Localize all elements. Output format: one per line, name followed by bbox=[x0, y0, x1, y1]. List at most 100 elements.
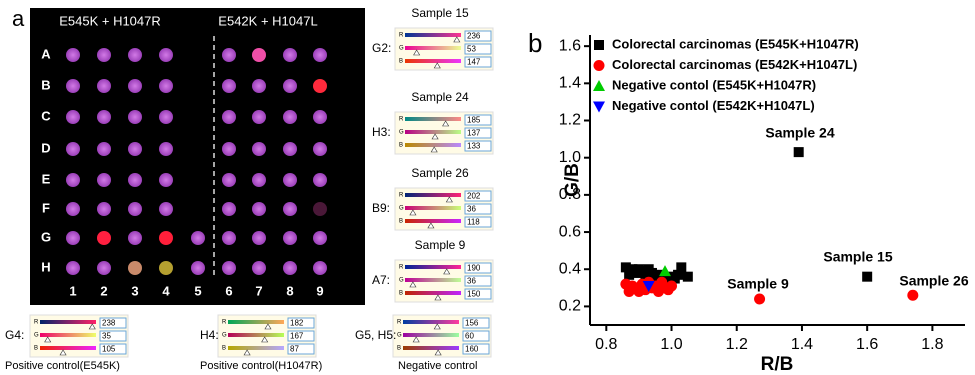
panel-label: a bbox=[12, 6, 25, 31]
well bbox=[128, 142, 142, 156]
well-label: G5, H5: bbox=[355, 328, 396, 342]
well bbox=[66, 79, 80, 93]
well bbox=[159, 231, 173, 245]
well bbox=[283, 79, 297, 93]
annotation: Sample 15 bbox=[823, 249, 892, 265]
well bbox=[191, 261, 205, 275]
well bbox=[66, 261, 80, 275]
well bbox=[66, 202, 80, 216]
well bbox=[313, 202, 327, 216]
group-label: E545K + H1047R bbox=[59, 13, 161, 28]
channel-bar bbox=[405, 59, 461, 63]
column-label: 4 bbox=[162, 283, 170, 298]
well bbox=[252, 173, 266, 187]
point bbox=[683, 272, 693, 282]
legend-marker bbox=[594, 60, 605, 71]
column-label: 6 bbox=[225, 283, 232, 298]
well-label: G2: bbox=[372, 41, 391, 55]
channel-label: B bbox=[222, 346, 226, 352]
channel-value: 53 bbox=[467, 45, 476, 54]
readout-title: Sample 9 bbox=[415, 238, 466, 252]
channel-bar bbox=[405, 193, 461, 197]
channel-value: 150 bbox=[467, 290, 481, 299]
channel-label: R bbox=[397, 320, 402, 326]
column-label: 3 bbox=[131, 283, 138, 298]
well bbox=[252, 79, 266, 93]
column-label: 5 bbox=[194, 283, 201, 298]
x-tick-label: 1.2 bbox=[726, 336, 748, 353]
well bbox=[313, 48, 327, 62]
channel-value: 160 bbox=[465, 345, 479, 354]
well bbox=[313, 142, 327, 156]
well bbox=[252, 202, 266, 216]
well bbox=[159, 142, 173, 156]
well bbox=[97, 48, 111, 62]
channel-bar bbox=[40, 333, 96, 337]
well bbox=[313, 110, 327, 124]
channel-label: R bbox=[34, 320, 39, 326]
channel-value: 36 bbox=[467, 205, 476, 214]
well bbox=[222, 202, 236, 216]
readout-title: Sample 26 bbox=[411, 166, 469, 180]
well bbox=[97, 142, 111, 156]
channel-bar bbox=[403, 346, 459, 350]
annotation: Sample 24 bbox=[765, 125, 834, 141]
channel-value: 147 bbox=[467, 58, 481, 67]
well bbox=[222, 79, 236, 93]
x-tick-label: 1.8 bbox=[921, 336, 943, 353]
channel-label: B bbox=[399, 59, 403, 65]
channel-label: R bbox=[399, 33, 404, 39]
y-tick-label: 0.2 bbox=[559, 298, 581, 315]
channel-value: 35 bbox=[102, 332, 111, 341]
well bbox=[313, 261, 327, 275]
well bbox=[97, 173, 111, 187]
legend-label: Negative contol (E545K+H1047R) bbox=[612, 77, 816, 92]
well bbox=[313, 231, 327, 245]
column-label: 1 bbox=[69, 283, 76, 298]
channel-value: 133 bbox=[467, 142, 481, 151]
channel-bar bbox=[405, 278, 461, 282]
row-label: D bbox=[41, 140, 50, 155]
channel-value: 185 bbox=[467, 116, 481, 125]
channel-value: 87 bbox=[290, 345, 299, 354]
well bbox=[252, 48, 266, 62]
well bbox=[222, 110, 236, 124]
channel-label: G bbox=[399, 278, 404, 284]
well bbox=[159, 173, 173, 187]
well bbox=[66, 142, 80, 156]
point bbox=[624, 270, 634, 280]
y-tick-label: 1.0 bbox=[559, 149, 581, 166]
channel-bar bbox=[228, 333, 284, 337]
row-label: E bbox=[42, 171, 51, 186]
legend-label: Colorectal carcinomas (E545K+H1047R) bbox=[612, 36, 859, 51]
legend-label: Negative contol (E542K+H1047L) bbox=[612, 98, 815, 113]
channel-value: 182 bbox=[290, 319, 304, 328]
well-label: B9: bbox=[372, 201, 390, 215]
well bbox=[283, 173, 297, 187]
column-label: 9 bbox=[316, 283, 323, 298]
channel-bar bbox=[228, 346, 284, 350]
channel-label: B bbox=[399, 291, 403, 297]
y-tick-label: 0.6 bbox=[559, 223, 581, 240]
readout-caption: Positive control(E545K) bbox=[5, 360, 120, 372]
channel-label: B bbox=[397, 346, 401, 352]
channel-bar bbox=[405, 130, 461, 134]
well bbox=[97, 202, 111, 216]
well bbox=[128, 110, 142, 124]
x-tick-label: 0.8 bbox=[595, 336, 617, 353]
column-label: 7 bbox=[255, 283, 262, 298]
channel-bar bbox=[405, 219, 461, 223]
well-label: A7: bbox=[372, 273, 390, 287]
well bbox=[97, 79, 111, 93]
well bbox=[222, 142, 236, 156]
well bbox=[159, 79, 173, 93]
row-label: C bbox=[41, 108, 51, 123]
figure: a b E545K + H1047R E542K + H1047L G/B R/… bbox=[0, 0, 975, 375]
well bbox=[283, 48, 297, 62]
channel-bar bbox=[405, 291, 461, 295]
well bbox=[66, 48, 80, 62]
channel-value: 137 bbox=[467, 129, 481, 138]
legend-marker bbox=[594, 40, 604, 50]
well bbox=[128, 173, 142, 187]
well-label: H4: bbox=[200, 328, 219, 342]
